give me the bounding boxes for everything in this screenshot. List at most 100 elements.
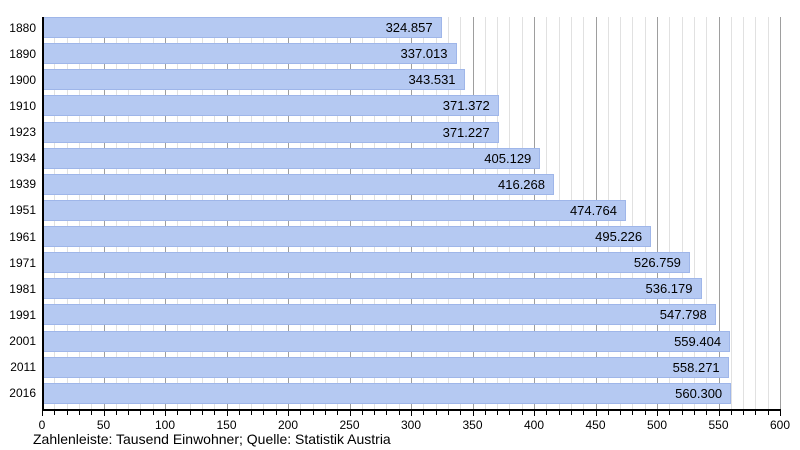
x-axis-tick — [767, 410, 769, 415]
population-bar: 547.798 — [42, 304, 716, 326]
y-axis-line — [42, 17, 44, 409]
x-axis-tick — [472, 410, 474, 416]
y-axis-year-label: 1981 — [9, 281, 36, 296]
x-axis-tick-label: 0 — [38, 418, 46, 432]
x-axis-tick-label: 400 — [523, 418, 545, 432]
x-axis-tick — [546, 410, 548, 415]
x-axis-tick — [669, 410, 671, 415]
y-axis-year-label: 1991 — [9, 307, 36, 322]
x-axis-tick-label: 150 — [216, 418, 237, 432]
grid-line-minor — [644, 17, 646, 409]
x-axis-tick — [251, 410, 253, 415]
x-axis-tick — [201, 410, 203, 415]
population-bar: 405.129 — [42, 147, 541, 169]
x-axis-tick — [706, 410, 708, 415]
x-axis-tick-label: 50 — [96, 418, 111, 432]
x-axis-tick — [620, 410, 622, 415]
x-axis-tick — [165, 410, 166, 416]
bar-value-label: 343.531 — [408, 72, 456, 88]
population-bar: 337.013 — [42, 43, 457, 65]
y-axis-year-label: 1880 — [9, 20, 36, 35]
x-axis-tick — [693, 410, 695, 415]
y-axis-year-label: 2011 — [10, 360, 36, 375]
bar-value-label: 558.271 — [672, 359, 720, 375]
population-bar: 536.179 — [42, 278, 702, 300]
bar-value-label: 416.268 — [498, 176, 545, 192]
x-axis-tick — [460, 410, 462, 415]
x-axis-tick — [189, 410, 191, 415]
grid-line-major — [657, 17, 658, 409]
x-axis-line — [42, 409, 781, 411]
x-axis-tick — [349, 410, 351, 416]
x-axis-tick — [66, 410, 68, 415]
y-axis-year-label: 1890 — [9, 46, 36, 61]
population-bar: 371.372 — [42, 95, 499, 117]
x-axis-tick — [718, 410, 720, 416]
chart-source-caption: Zahlenleiste: Tausend Einwohner; Quelle:… — [33, 431, 391, 447]
bar-value-label: 559.404 — [674, 333, 722, 349]
x-axis-tick — [288, 410, 289, 416]
grid-line-minor — [632, 17, 634, 409]
bar-value-label: 547.798 — [659, 307, 707, 323]
x-axis-tick — [263, 410, 265, 415]
x-axis-tick-label: 450 — [585, 418, 606, 432]
x-axis-tick — [558, 410, 560, 415]
x-axis-tick — [312, 410, 314, 415]
x-axis-tick — [238, 410, 240, 415]
x-axis-tick — [177, 410, 179, 415]
grid-line-minor — [693, 17, 695, 409]
x-axis-tick — [337, 410, 339, 415]
x-axis-tick — [78, 410, 80, 415]
x-axis-tick-label: 250 — [339, 418, 360, 432]
x-axis-tick — [730, 410, 732, 415]
bar-value-label: 474.764 — [569, 202, 617, 218]
x-axis-tick-label: 550 — [708, 418, 729, 432]
x-axis-tick — [115, 410, 117, 415]
x-axis-tick — [128, 410, 130, 415]
population-bar: 558.271 — [42, 356, 729, 378]
population-bar: 371.227 — [42, 121, 499, 143]
population-bar: 324.857 — [42, 17, 442, 38]
x-axis-tick — [657, 410, 658, 416]
x-axis-tick — [681, 410, 683, 415]
x-axis-tick-label: 200 — [277, 418, 299, 432]
x-axis-tick — [386, 410, 388, 415]
x-axis-tick — [743, 410, 745, 415]
bar-value-label: 405.129 — [484, 150, 532, 166]
y-axis-year-label: 1934 — [9, 151, 36, 166]
x-axis-tick — [140, 410, 142, 415]
grid-line-minor — [743, 17, 745, 409]
y-axis-year-label: 2016 — [9, 386, 36, 401]
x-axis-tick — [509, 410, 511, 415]
x-axis-tick — [361, 410, 363, 415]
bar-value-label: 371.372 — [442, 98, 490, 114]
grid-line-minor — [681, 17, 683, 409]
y-axis-year-label: 1939 — [9, 177, 36, 192]
x-axis-tick — [103, 410, 105, 416]
y-axis-year-label: 1971 — [9, 255, 36, 270]
x-axis-tick — [484, 410, 486, 415]
x-axis-tick — [398, 410, 400, 415]
x-axis-tick-label: 300 — [400, 418, 422, 432]
y-axis-year-label: 1923 — [9, 125, 36, 140]
x-axis-tick-label: 600 — [769, 418, 791, 432]
x-axis-tick-label: 350 — [462, 418, 483, 432]
x-axis-tick — [91, 410, 93, 415]
x-axis-tick — [275, 410, 277, 415]
x-axis-tick — [534, 410, 535, 416]
x-axis-tick — [521, 410, 523, 415]
x-axis-tick — [595, 410, 597, 416]
x-axis-tick — [226, 410, 228, 416]
x-axis-tick — [374, 410, 376, 415]
bar-value-label: 526.759 — [633, 255, 681, 271]
x-axis-tick — [42, 410, 43, 416]
grid-line-minor — [730, 17, 732, 409]
grid-line-minor — [767, 17, 769, 409]
bar-value-label: 536.179 — [645, 281, 693, 297]
population-bar: 474.764 — [42, 199, 626, 221]
y-axis-year-label: 1951 — [9, 203, 36, 218]
grid-line-major — [718, 17, 720, 409]
x-axis-tick — [755, 410, 757, 415]
x-axis-tick — [300, 410, 302, 415]
y-axis-year-label: 2001 — [9, 334, 36, 349]
